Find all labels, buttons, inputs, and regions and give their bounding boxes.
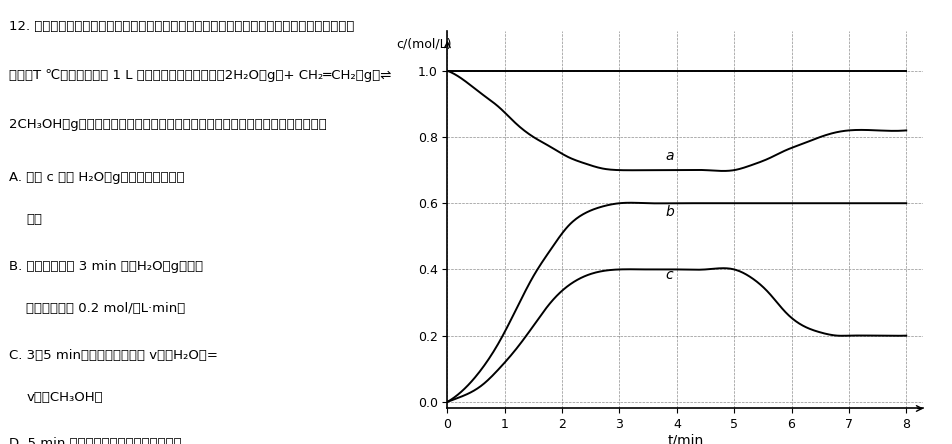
Text: 12. 在催化剂、加热、加压条件下，乙烯与水反应生成乙醇，在特定条件下乙烯与水反应能生成: 12. 在催化剂、加热、加压条件下，乙烯与水反应生成乙醇，在特定条件下乙烯与水反… xyxy=(9,20,354,33)
Text: 均反应速率为 0.2 mol/（L·min）: 均反应速率为 0.2 mol/（L·min） xyxy=(27,302,186,315)
Text: B. 从反应开始到 3 min 时，H₂O（g）的平: B. 从反应开始到 3 min 时，H₂O（g）的平 xyxy=(9,260,203,273)
Text: a: a xyxy=(665,149,674,163)
Text: 变化: 变化 xyxy=(27,213,42,226)
Text: c/(mol/L): c/(mol/L) xyxy=(396,38,451,51)
Text: 2CH₃OH（g），测得容器内物质的浓度随时间的变化如图所示。下列说法错误的是: 2CH₃OH（g），测得容器内物质的浓度随时间的变化如图所示。下列说法错误的是 xyxy=(9,118,327,131)
X-axis label: t/min: t/min xyxy=(667,434,704,444)
Text: c: c xyxy=(665,268,673,282)
Text: 甲醇。T ℃时，在体积为 1 L 的密闭容器中发生反应：2H₂O（g）+ CH₂═CH₂（g）⇌: 甲醇。T ℃时，在体积为 1 L 的密闭容器中发生反应：2H₂O（g）+ CH₂… xyxy=(9,69,391,82)
Text: A. 曲线 c 表示 H₂O（g）的浓度随时间的: A. 曲线 c 表示 H₂O（g）的浓度随时间的 xyxy=(9,171,185,184)
Text: v逆（CH₃OH）: v逆（CH₃OH） xyxy=(27,391,103,404)
Text: D. 5 min 时，改变的反应条件可能是保持: D. 5 min 时，改变的反应条件可能是保持 xyxy=(9,437,182,444)
Text: C. 3～5 min，反应体系中存在 v正（H₂O）=: C. 3～5 min，反应体系中存在 v正（H₂O）= xyxy=(9,349,218,361)
Text: b: b xyxy=(665,206,674,219)
